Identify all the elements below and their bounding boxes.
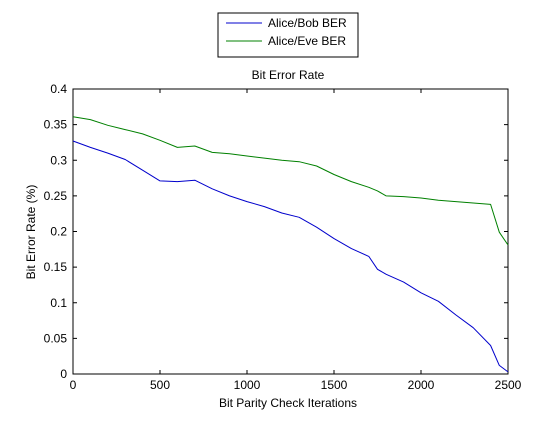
x-tick-label: 1500: [321, 378, 348, 392]
y-tick-label: 0.1: [50, 296, 67, 310]
y-tick-label: 0.25: [44, 189, 68, 203]
x-tick-label: 500: [150, 378, 170, 392]
legend-label-alice-eve: Alice/Eve BER: [268, 34, 346, 48]
y-tick-label: 0.05: [44, 331, 68, 345]
x-tick-label: 2500: [495, 378, 522, 392]
legend-label-alice-bob: Alice/Bob BER: [268, 16, 347, 30]
y-axis-label: Bit Error Rate (%): [24, 185, 38, 280]
y-tick-label: 0.3: [50, 153, 67, 167]
y-tick-label: 0.4: [50, 82, 67, 96]
y-tick-label: 0.15: [44, 260, 68, 274]
legend-box: [217, 12, 359, 58]
x-tick-label: 1000: [234, 378, 261, 392]
chart-title: Bit Error Rate: [252, 68, 325, 82]
plot-area: 0 500 1000 1500 2000 2500 0 0.05 0.1 0.15 0.2 0.25 0…: [44, 82, 522, 392]
x-tick-label: 0: [70, 378, 77, 392]
y-tick-label: 0: [60, 367, 67, 381]
x-tick-label: 2000: [408, 378, 435, 392]
legend: Alice/Bob BER Alice/Eve BER: [217, 12, 359, 58]
y-tick-label: 0.35: [44, 118, 68, 132]
y-tick-label: 0.2: [50, 225, 67, 239]
axes-frame: [72, 88, 509, 375]
series-line-alice-bob: [72, 140, 509, 373]
x-axis-label: Bit Parity Check Iterations: [219, 396, 357, 410]
series-line-alice-eve: [72, 116, 509, 246]
